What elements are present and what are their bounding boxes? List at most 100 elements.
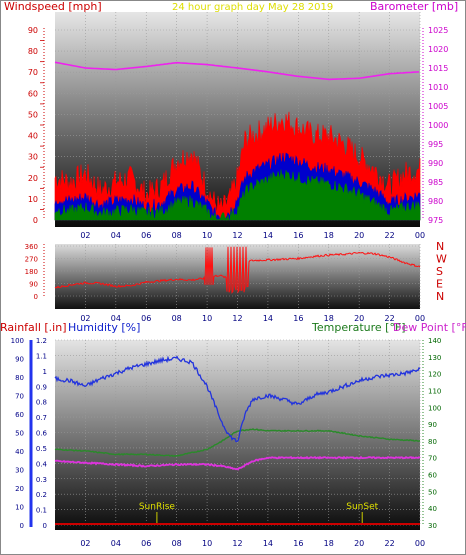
wind-y-tick-label: 10	[28, 195, 38, 204]
temperature-y-tick-label: 30	[428, 522, 437, 530]
wind-y-tick-label: 0	[33, 216, 38, 225]
humidity-y-tick-label: 100	[11, 337, 24, 345]
temperature-y-tick-label: 140	[428, 337, 441, 345]
wind-y-tick-label: 90	[28, 26, 38, 35]
wind-y-tick-label: 60	[28, 89, 38, 98]
climate-x-tick-label: 00	[415, 539, 425, 548]
barometer-series	[54, 61, 420, 81]
direction-x-tick-label: 04	[111, 314, 121, 323]
direction-y-tick-label: 180	[25, 268, 38, 276]
direction-x-tick-label: 18	[324, 314, 334, 323]
rainfall-y-tick-label: 0.9	[36, 383, 47, 391]
temperature-y-tick-label: 50	[428, 488, 437, 496]
barometer-y-tick-label: 1010	[428, 83, 448, 92]
wind-y-tick-label: 30	[28, 153, 38, 162]
rainfall-y-tick-label: 0.8	[36, 399, 47, 407]
humidity-y-tick-label: 60	[15, 411, 24, 419]
barometer-y-tick-label: 1020	[428, 45, 448, 54]
climate-x-tick-label: 12	[232, 539, 242, 548]
compass-label: W	[436, 253, 447, 266]
wind-x-tick-label: 00	[415, 231, 425, 240]
rainfall-y-tick-label: 1.1	[36, 352, 47, 360]
sunset-label: SunSet	[346, 502, 378, 512]
climate-x-tick-label: 04	[111, 539, 121, 548]
direction-x-tick-label: 12	[232, 314, 242, 323]
climate-x-tick-label: 20	[354, 539, 364, 548]
rainfall-y-tick-label: 0.1	[36, 507, 47, 515]
climate-x-tick-label: 22	[384, 539, 394, 548]
sunrise-label: SunRise	[139, 502, 176, 512]
wind-x-tick-label: 06	[141, 231, 151, 240]
rainfall-y-tick-label: 0.5	[36, 445, 47, 453]
direction-x-tick-label: 02	[80, 314, 90, 323]
direction-y-tick-label: 0	[34, 293, 38, 301]
climate-x-tick-label: 02	[80, 539, 90, 548]
dewpoint-series	[54, 455, 421, 471]
windspeed-axis-title: Windspeed [mph]	[4, 0, 102, 13]
humidity-y-tick-label: 90	[15, 356, 24, 364]
wind-x-tick-label: 16	[293, 231, 303, 240]
wind-x-tick-label: 20	[354, 231, 364, 240]
climate-x-tick-label: 10	[202, 539, 212, 548]
direction-x-tick-label: 00	[415, 314, 425, 323]
wind-x-tick-label: 12	[232, 231, 242, 240]
chart-title: 24 hour graph day May 28 2019	[172, 2, 333, 13]
climate-x-tick-label: 06	[141, 539, 151, 548]
wind-y-tick-label: 40	[28, 132, 38, 141]
temperature-y-tick-label: 90	[428, 421, 437, 429]
wind-x-tick-label: 18	[324, 231, 334, 240]
climate-x-tick-label: 14	[263, 539, 273, 548]
humidity-y-tick-label: 80	[15, 374, 24, 382]
temperature-y-tick-label: 130	[428, 354, 441, 362]
direction-x-tick-label: 20	[354, 314, 364, 323]
wind-direction-series	[54, 246, 421, 294]
compass-label: E	[436, 278, 443, 291]
temperature-y-tick-label: 70	[428, 455, 437, 463]
direction-x-tick-label: 08	[172, 314, 182, 323]
rainfall-y-tick-label: 1.2	[36, 337, 47, 345]
barometer-y-tick-label: 990	[428, 159, 443, 168]
rainfall-axis-title: Rainfall [.in]	[0, 321, 67, 334]
barometer-y-tick-label: 1025	[428, 26, 448, 35]
barometer-axis-title: Barometer [mb]	[370, 0, 458, 13]
humidity-axis-title: Humidity [%]	[68, 321, 140, 334]
temperature-y-tick-label: 40	[428, 505, 437, 513]
humidity-y-tick-label: 40	[15, 448, 24, 456]
wind-y-tick-label: 80	[28, 47, 38, 56]
compass-label: S	[436, 265, 443, 278]
humidity-y-tick-label: 10	[15, 504, 24, 512]
wind-x-tick-label: 14	[263, 231, 273, 240]
barometer-y-tick-label: 980	[428, 197, 443, 206]
temperature-y-tick-label: 120	[428, 371, 441, 379]
humidity-y-tick-label: 20	[15, 485, 24, 493]
rainfall-y-tick-label: 0.3	[36, 476, 47, 484]
direction-y-tick-label: 90	[29, 281, 38, 289]
wind-y-tick-label: 50	[28, 110, 38, 119]
rainfall-y-tick-label: 0.4	[36, 460, 48, 468]
climate-x-tick-label: 16	[293, 539, 303, 548]
wind-x-tick-label: 08	[172, 231, 182, 240]
compass-label: N	[436, 240, 444, 253]
wind-y-tick-label: 70	[28, 68, 38, 77]
direction-x-tick-label: 10	[202, 314, 212, 323]
temperature-y-tick-label: 100	[428, 404, 441, 412]
direction-y-tick-label: 360	[25, 243, 38, 251]
barometer-y-tick-label: 995	[428, 140, 443, 149]
direction-x-tick-label: 16	[293, 314, 303, 323]
climate-x-tick-label: 18	[324, 539, 334, 548]
dewpoint-axis-title: Dew Point [°F]	[393, 321, 466, 334]
rainfall-y-tick-label: 0.2	[36, 491, 47, 499]
direction-y-tick-label: 270	[25, 256, 38, 264]
barometer-y-tick-label: 1000	[428, 121, 448, 130]
temperature-series	[54, 428, 421, 458]
wind-x-tick-label: 22	[384, 231, 394, 240]
wind-x-tick-label: 04	[111, 231, 121, 240]
direction-x-tick-label: 22	[384, 314, 394, 323]
direction-x-tick-label: 14	[263, 314, 273, 323]
rainfall-y-tick-label: 0	[43, 522, 47, 530]
wind-x-tick-label: 10	[202, 231, 212, 240]
compass-label: N	[436, 290, 444, 303]
rainfall-y-tick-label: 0.6	[36, 430, 48, 438]
